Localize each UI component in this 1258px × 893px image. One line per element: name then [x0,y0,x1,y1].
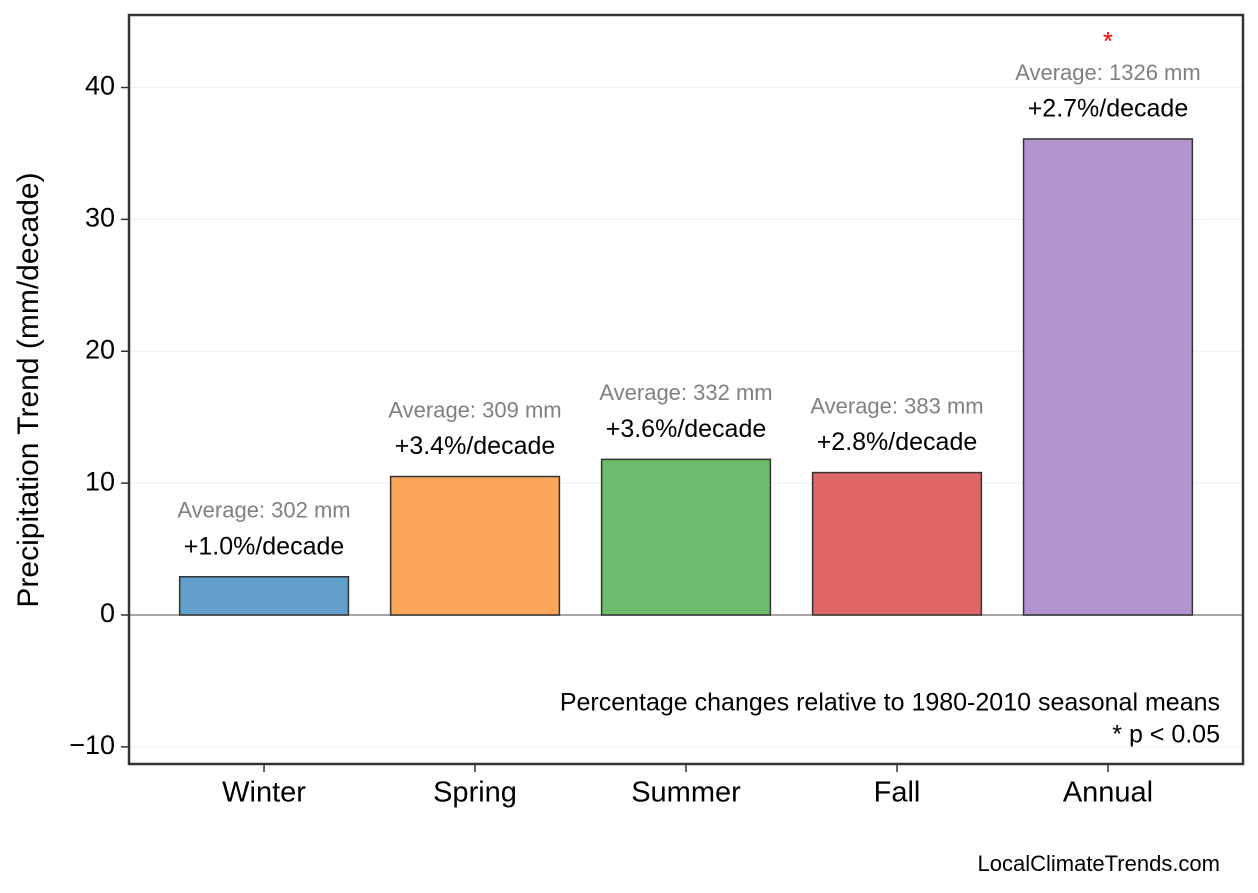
x-tick-label: Winter [222,777,306,809]
y-tick-label: 30 [85,203,115,233]
average-label: Average: 383 mm [810,393,983,418]
note: Percentage changes relative to 1980-2010… [560,689,1220,717]
x-tick-label: Spring [433,777,517,809]
percent-label: +3.6%/decade [606,415,767,443]
x-tick-label: Fall [874,777,921,809]
y-tick-label: 10 [85,466,115,496]
bar [1022,138,1194,616]
significance-marker: * [1103,26,1113,56]
percent-label: +2.7%/decade [1028,95,1189,123]
average-label: Average: 332 mm [599,380,772,405]
y-tick-label: 20 [85,334,115,364]
percent-label: +2.8%/decade [817,428,978,456]
average-label: Average: 309 mm [388,397,561,422]
source: LocalClimateTrends.com [978,851,1221,876]
y-tick-label: −10 [69,730,115,760]
y-tick-label: 40 [85,71,115,101]
y-tick-label: 0 [100,598,115,628]
bar [600,458,772,616]
plot-frame [127,13,1245,766]
average-label: Average: 1326 mm [1015,60,1200,85]
percent-label: +1.0%/decade [184,532,345,560]
bar [389,475,561,616]
average-label: Average: 302 mm [177,498,350,523]
percent-label: +3.4%/decade [395,432,556,460]
bar [811,471,983,616]
note: * p < 0.05 [1112,721,1220,749]
bar [178,576,350,616]
y-axis-label: Precipitation Trend (mm/decade) [12,172,45,607]
x-tick-label: Annual [1063,777,1153,809]
x-tick-label: Summer [631,777,741,809]
